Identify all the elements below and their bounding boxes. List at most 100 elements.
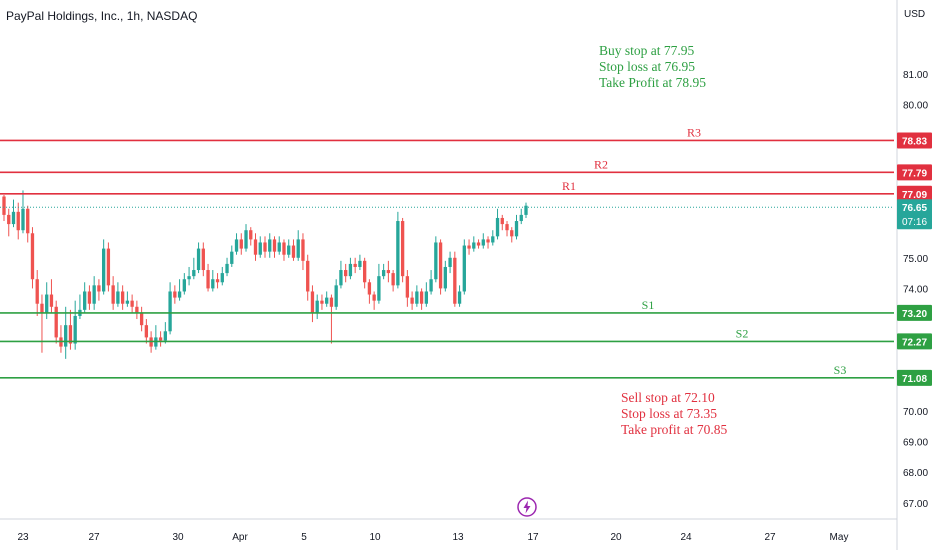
candle-body[interactable] bbox=[410, 297, 414, 304]
candle-body[interactable] bbox=[344, 270, 348, 277]
candle-body[interactable] bbox=[282, 242, 286, 255]
candle-body[interactable] bbox=[438, 242, 443, 289]
candle-body[interactable] bbox=[135, 306, 139, 313]
candle-body[interactable] bbox=[11, 211, 16, 225]
candle-body[interactable] bbox=[68, 325, 73, 344]
candle-body[interactable] bbox=[163, 331, 168, 341]
candle-body[interactable] bbox=[500, 217, 504, 225]
candle-body[interactable] bbox=[30, 233, 35, 280]
candle-body[interactable] bbox=[472, 242, 476, 249]
candle-body[interactable] bbox=[101, 248, 106, 292]
candle-body[interactable] bbox=[391, 273, 395, 286]
candle-body[interactable] bbox=[396, 221, 400, 286]
lightning-bolt-icon[interactable] bbox=[517, 497, 537, 517]
candle-body[interactable] bbox=[291, 245, 296, 258]
candle-body[interactable] bbox=[182, 279, 186, 292]
candle-body[interactable] bbox=[201, 248, 205, 271]
candle-body[interactable] bbox=[35, 279, 39, 304]
candle-body[interactable] bbox=[168, 291, 172, 332]
candle-body[interactable] bbox=[249, 230, 253, 240]
candle-body[interactable] bbox=[495, 217, 500, 237]
candle-body[interactable] bbox=[467, 245, 471, 249]
candle-body[interactable] bbox=[320, 300, 324, 304]
candle-body[interactable] bbox=[386, 270, 391, 274]
candle-body[interactable] bbox=[325, 297, 329, 304]
candle-body[interactable] bbox=[377, 276, 381, 301]
candle-body[interactable] bbox=[306, 260, 310, 292]
candle-body[interactable] bbox=[230, 251, 234, 264]
candle-body[interactable] bbox=[287, 245, 291, 255]
candle-body[interactable] bbox=[372, 294, 376, 301]
candle-body[interactable] bbox=[348, 263, 353, 277]
candle-body[interactable] bbox=[158, 337, 163, 341]
candle-body[interactable] bbox=[362, 260, 367, 283]
candle-body[interactable] bbox=[54, 306, 58, 338]
candle-body[interactable] bbox=[462, 245, 466, 292]
candle-body[interactable] bbox=[405, 276, 410, 298]
candle-body[interactable] bbox=[486, 239, 490, 243]
candle-body[interactable] bbox=[26, 208, 30, 234]
candle-body[interactable] bbox=[49, 294, 54, 307]
candle-body[interactable] bbox=[358, 260, 362, 267]
candle-body[interactable] bbox=[215, 279, 220, 283]
candle-body[interactable] bbox=[453, 257, 457, 304]
candle-body[interactable] bbox=[524, 205, 528, 215]
candle-body[interactable] bbox=[457, 291, 462, 304]
candle-body[interactable] bbox=[296, 239, 300, 258]
candle-body[interactable] bbox=[301, 239, 305, 261]
candle-body[interactable] bbox=[434, 242, 438, 280]
candle-body[interactable] bbox=[253, 239, 258, 255]
candle-body[interactable] bbox=[21, 208, 25, 231]
candle-body[interactable] bbox=[125, 300, 130, 304]
candle-body[interactable] bbox=[40, 303, 44, 313]
candle-body[interactable] bbox=[367, 282, 372, 295]
candle-body[interactable] bbox=[277, 242, 281, 252]
candle-body[interactable] bbox=[2, 196, 6, 215]
candle-body[interactable] bbox=[225, 263, 229, 274]
candle-body[interactable] bbox=[429, 279, 433, 292]
candle-body[interactable] bbox=[92, 285, 96, 304]
candle-body[interactable] bbox=[220, 273, 224, 283]
candle-body[interactable] bbox=[263, 242, 267, 252]
candle-body[interactable] bbox=[505, 224, 509, 231]
candle-body[interactable] bbox=[400, 221, 405, 277]
candle-body[interactable] bbox=[97, 285, 101, 292]
candle-body[interactable] bbox=[481, 239, 485, 246]
candle-body[interactable] bbox=[139, 312, 144, 326]
candle-body[interactable] bbox=[45, 294, 49, 313]
candle-body[interactable] bbox=[244, 230, 248, 249]
candle-body[interactable] bbox=[130, 300, 134, 307]
candle-body[interactable] bbox=[491, 236, 495, 243]
candle-body[interactable] bbox=[258, 242, 262, 255]
candle-body[interactable] bbox=[192, 270, 196, 277]
candle-body[interactable] bbox=[339, 270, 343, 286]
candle-body[interactable] bbox=[83, 291, 87, 310]
candle-body[interactable] bbox=[424, 291, 429, 304]
candle-body[interactable] bbox=[353, 263, 357, 267]
candle-body[interactable] bbox=[476, 242, 481, 246]
candle-body[interactable] bbox=[177, 291, 182, 298]
candle-body[interactable] bbox=[510, 230, 514, 237]
candle-body[interactable] bbox=[87, 291, 92, 304]
candle-body[interactable] bbox=[234, 239, 239, 252]
candle-body[interactable] bbox=[211, 279, 215, 289]
candle-body[interactable] bbox=[144, 325, 149, 338]
candle-body[interactable] bbox=[443, 266, 447, 289]
candle-body[interactable] bbox=[16, 211, 20, 231]
candle-body[interactable] bbox=[272, 239, 277, 252]
candle-body[interactable] bbox=[173, 291, 177, 298]
candle-body[interactable] bbox=[514, 221, 519, 237]
candle-body[interactable] bbox=[519, 214, 523, 222]
candle-body[interactable] bbox=[120, 291, 125, 304]
candle-body[interactable] bbox=[73, 315, 77, 344]
candle-body[interactable] bbox=[239, 239, 243, 249]
candle-body[interactable] bbox=[106, 248, 111, 286]
candle-body[interactable] bbox=[448, 257, 452, 267]
candle-body[interactable] bbox=[7, 214, 11, 225]
candle-body[interactable] bbox=[116, 291, 120, 304]
candle-body[interactable] bbox=[268, 239, 272, 252]
candle-body[interactable] bbox=[206, 270, 210, 289]
candle-body[interactable] bbox=[329, 297, 334, 307]
candle-body[interactable] bbox=[315, 300, 319, 313]
